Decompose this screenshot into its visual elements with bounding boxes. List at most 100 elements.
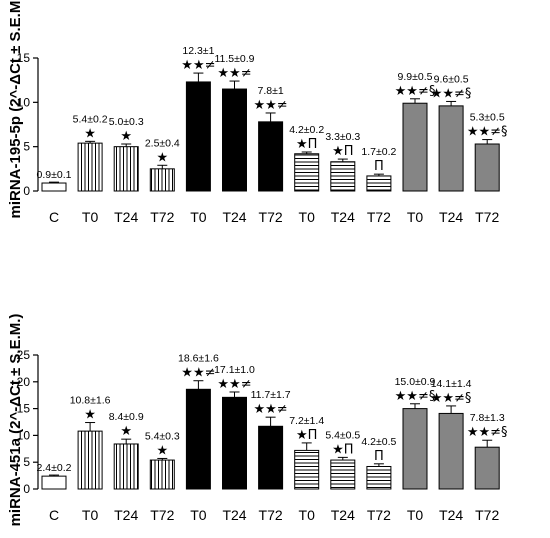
significance-marker: ★★≠	[253, 402, 287, 417]
bar	[330, 161, 356, 192]
category-label: T0	[407, 507, 424, 523]
data-label: 5.4±0.3	[145, 430, 180, 442]
significance-marker: ★	[84, 126, 96, 141]
significance-marker: ★★≠§	[431, 86, 472, 101]
category-label: T24	[331, 507, 355, 523]
data-label: 2.5±0.4	[145, 137, 180, 149]
data-label: 7.8±1.3	[470, 412, 505, 424]
y-tick-label: 0	[23, 482, 30, 496]
category-label: T0	[190, 209, 207, 225]
data-label: 11.7±1.7	[251, 389, 291, 401]
bar-group: ★5.4±0.3 T72	[145, 430, 180, 523]
significance-marker: ★	[120, 424, 132, 439]
category-label: C	[49, 209, 59, 225]
significance-marker: ★★≠§	[431, 391, 472, 406]
y-axis-label: miRNA-195-5p (2^-ΔCt ± S.E.M.)	[7, 0, 24, 218]
data-label: 9.6±0.5	[434, 73, 469, 85]
significance-marker: ★	[156, 150, 168, 165]
category-label: T72	[367, 507, 391, 523]
bar	[222, 396, 247, 490]
y-tick-label: 0	[23, 184, 30, 198]
y-tick-label: 15	[17, 51, 31, 65]
data-label: 7.8±1	[257, 85, 283, 97]
bar	[149, 168, 175, 192]
bar	[330, 459, 356, 490]
category-label: T0	[190, 507, 207, 523]
bar	[113, 443, 139, 490]
category-label: T24	[331, 209, 355, 225]
significance-marker: ★★≠§	[467, 425, 508, 440]
bar-group: ★2.5±0.4 T72	[145, 137, 180, 225]
bar	[438, 412, 464, 490]
y-tick-label: 25	[17, 348, 31, 362]
category-label: T72	[475, 209, 499, 225]
data-label: 5.0±0.3	[109, 116, 144, 128]
data-label: 7.2±1.4	[289, 415, 324, 427]
panel-mirna-195-5p: miRNA-195-5p (2^-ΔCt ± S.E.M.) 0 5 10 15 0.9±…	[7, 0, 508, 225]
category-label: T24	[114, 507, 138, 523]
bar-group: ★5.0±0.3 T24	[109, 116, 144, 225]
significance-marker: ★	[156, 443, 168, 458]
significance-marker: ★★≠	[181, 58, 215, 73]
category-label: T72	[367, 209, 391, 225]
bar	[258, 121, 284, 192]
significance-marker: ★Π	[296, 428, 317, 443]
significance-marker: ★★≠§	[395, 84, 436, 99]
category-label: T24	[222, 209, 246, 225]
bar-group: ★★≠18.6±1.6 T0	[178, 353, 219, 523]
bar-group: ★★≠7.8±1 T72	[253, 85, 287, 225]
bar	[366, 175, 392, 192]
bar	[474, 446, 500, 490]
bar-group: ★5.4±0.2 T0	[73, 113, 108, 225]
category-label: T72	[259, 507, 283, 523]
category-label: T24	[439, 209, 463, 225]
data-label: 0.9±0.1	[37, 169, 72, 181]
category-label: T24	[222, 507, 246, 523]
significance-marker: ★★≠§	[395, 389, 436, 404]
bar-group: ★★≠17.1±1.0 T24	[214, 364, 255, 523]
bar	[474, 143, 500, 192]
bar-group: ★★≠§9.6±0.5 T24	[431, 73, 472, 225]
y-tick-label: 5	[23, 140, 30, 154]
bar	[366, 465, 392, 490]
bar-group: ★★≠§7.8±1.3 T72	[467, 412, 508, 523]
bar	[113, 146, 139, 192]
bar-group: ★★≠11.5±0.9 T24	[214, 53, 254, 225]
bar-group: ★★≠§14.1±1.4 T24	[431, 378, 472, 523]
bar	[294, 153, 320, 192]
bar	[222, 88, 247, 192]
bar	[438, 105, 464, 192]
bar-group: 0.9±0.1 C	[37, 169, 72, 225]
data-label: 5.4±0.5	[325, 429, 360, 441]
data-label: 1.7±0.2	[361, 146, 396, 158]
category-label: T0	[299, 209, 316, 225]
category-label: T72	[259, 209, 283, 225]
bar-group: ★Π3.3±0.3 T24	[325, 131, 360, 225]
data-label: 18.6±1.6	[178, 353, 219, 365]
bar	[294, 449, 320, 490]
significance-marker: ★★≠	[181, 366, 215, 381]
bar-group: ★★≠§15.0±0.9 T0	[395, 376, 436, 523]
significance-marker: Π	[374, 449, 384, 464]
data-label: 15.0±0.9	[395, 376, 436, 388]
bar	[149, 459, 175, 490]
bar-group: ★Π5.4±0.5 T24	[325, 429, 360, 523]
data-label: 11.5±0.9	[214, 53, 254, 65]
bar	[185, 388, 211, 490]
significance-marker: ★	[84, 408, 96, 423]
category-label: T0	[82, 507, 99, 523]
data-label: 5.4±0.2	[73, 113, 108, 125]
bar-group: Π4.2±0.5 T72	[361, 436, 396, 523]
significance-marker: Π	[374, 159, 384, 174]
data-label: 4.2±0.2	[289, 124, 324, 136]
significance-marker: ★★≠	[253, 98, 287, 113]
bar-group: ★★≠§5.3±0.5 T72	[467, 112, 508, 225]
bar-group: ★Π7.2±1.4 T0	[289, 415, 324, 523]
category-label: T0	[299, 507, 316, 523]
bar	[77, 142, 103, 192]
y-tick-label: 15	[17, 402, 31, 416]
bar-group: 2.4±0.2 C	[37, 462, 72, 523]
bar-group: ★8.4±0.9 T24	[109, 411, 144, 523]
data-label: 10.8±1.6	[70, 395, 111, 407]
